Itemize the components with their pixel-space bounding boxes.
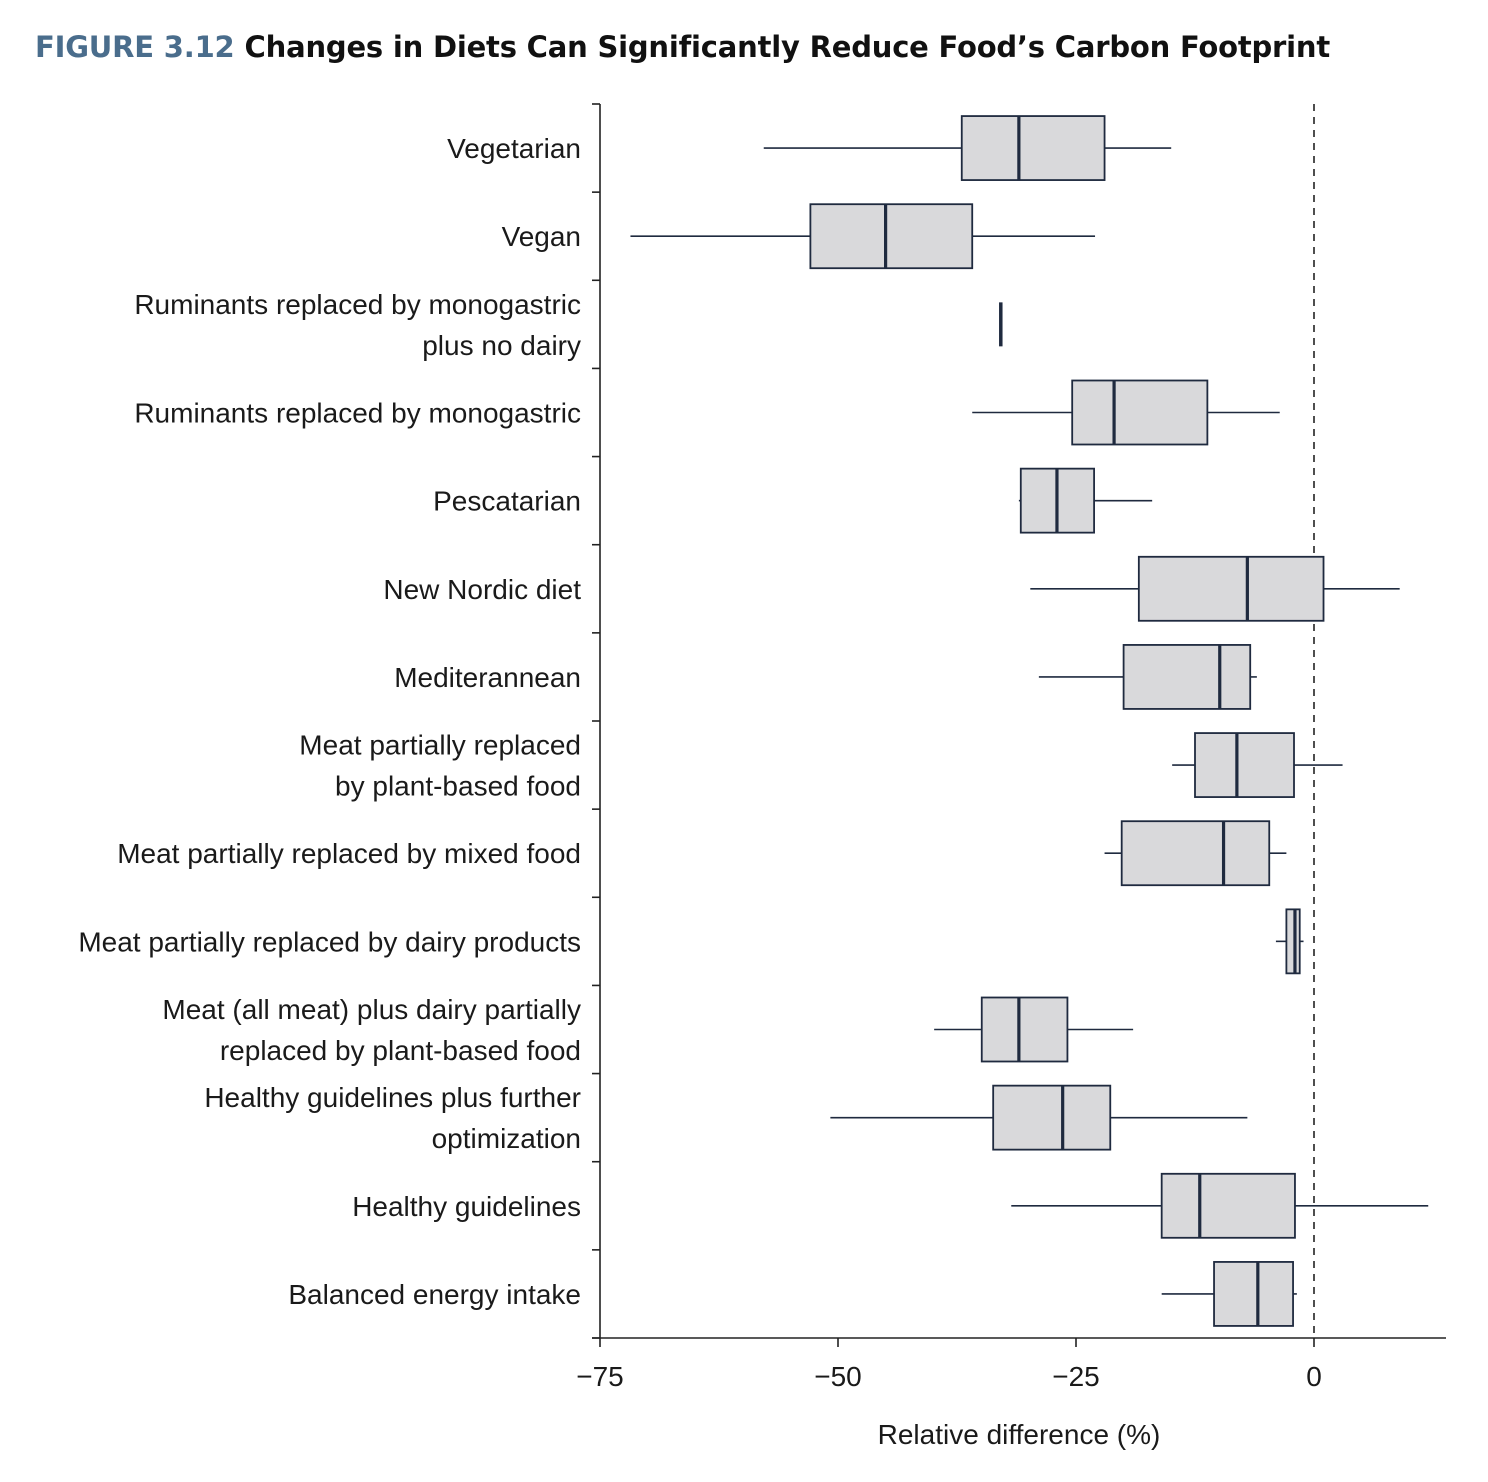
x-axis-title: Relative difference (%)	[878, 1419, 1161, 1450]
axes: −75 −50 −25 0	[576, 103, 1446, 1392]
category-label: Meat (all meat) plus dairy partially	[162, 994, 581, 1025]
iqr-box	[1137, 555, 1325, 622]
iqr-box	[960, 115, 1106, 181]
x-tick-label: 0	[1306, 1361, 1322, 1392]
category-label: Vegan	[502, 221, 581, 252]
boxes	[630, 115, 1429, 1327]
figure-number: FIGURE 3.12	[35, 30, 235, 64]
category-label: New Nordic diet	[383, 574, 581, 605]
x-tick-label: −50	[814, 1361, 862, 1392]
iqr-box	[1285, 908, 1301, 975]
category-labels: Vegetarian Vegan Ruminants replaced by mon…	[78, 133, 581, 1310]
box-8	[1104, 820, 1287, 887]
iqr-box	[992, 1084, 1112, 1151]
category-label: plus no dairy	[422, 330, 581, 361]
category-label: Meat partially replaced by mixed food	[117, 838, 581, 869]
iqr-box	[1160, 1172, 1296, 1239]
x-tick-label: −25	[1052, 1361, 1100, 1392]
box-6	[1038, 644, 1257, 710]
iqr-box	[809, 203, 974, 270]
iqr-box	[1122, 644, 1252, 710]
category-label: replaced by plant-based food	[220, 1035, 581, 1066]
box-3	[972, 379, 1280, 446]
box-13	[1161, 1261, 1297, 1327]
box-5	[1030, 555, 1400, 622]
iqr-box	[1071, 379, 1209, 446]
box-11	[830, 1084, 1248, 1151]
iqr-box	[1120, 820, 1271, 887]
category-label: optimization	[432, 1123, 581, 1154]
category-label: Ruminants replaced by monogastric	[134, 398, 581, 429]
category-label: Ruminants replaced by monogastric	[134, 289, 581, 320]
figure-title-text: Changes in Diets Can Significantly Reduc…	[244, 30, 1331, 64]
box-10	[934, 996, 1134, 1063]
category-label: Vegetarian	[447, 133, 581, 164]
category-label: Pescatarian	[433, 486, 581, 517]
category-label: Healthy guidelines plus further	[204, 1082, 581, 1113]
iqr-box	[1194, 732, 1295, 798]
box-12	[1011, 1172, 1429, 1239]
box-4	[1018, 467, 1153, 534]
iqr-box	[980, 996, 1069, 1063]
category-label: Meat partially replaced by dairy product…	[78, 926, 581, 957]
iqr-box	[1213, 1261, 1294, 1327]
category-label: by plant-based food	[335, 771, 581, 802]
category-label: Healthy guidelines	[352, 1191, 581, 1222]
box-0	[763, 115, 1172, 181]
box-1	[630, 203, 1096, 270]
box-9	[1275, 908, 1304, 975]
category-label: Balanced energy intake	[288, 1279, 581, 1310]
category-label: Mediterannean	[394, 662, 581, 693]
box-7	[1172, 732, 1343, 798]
figure-title: FIGURE 3.12 Changes in Diets Can Signific…	[35, 30, 1330, 64]
category-label: Meat partially replaced	[299, 730, 581, 761]
x-tick-label: −75	[576, 1361, 624, 1392]
